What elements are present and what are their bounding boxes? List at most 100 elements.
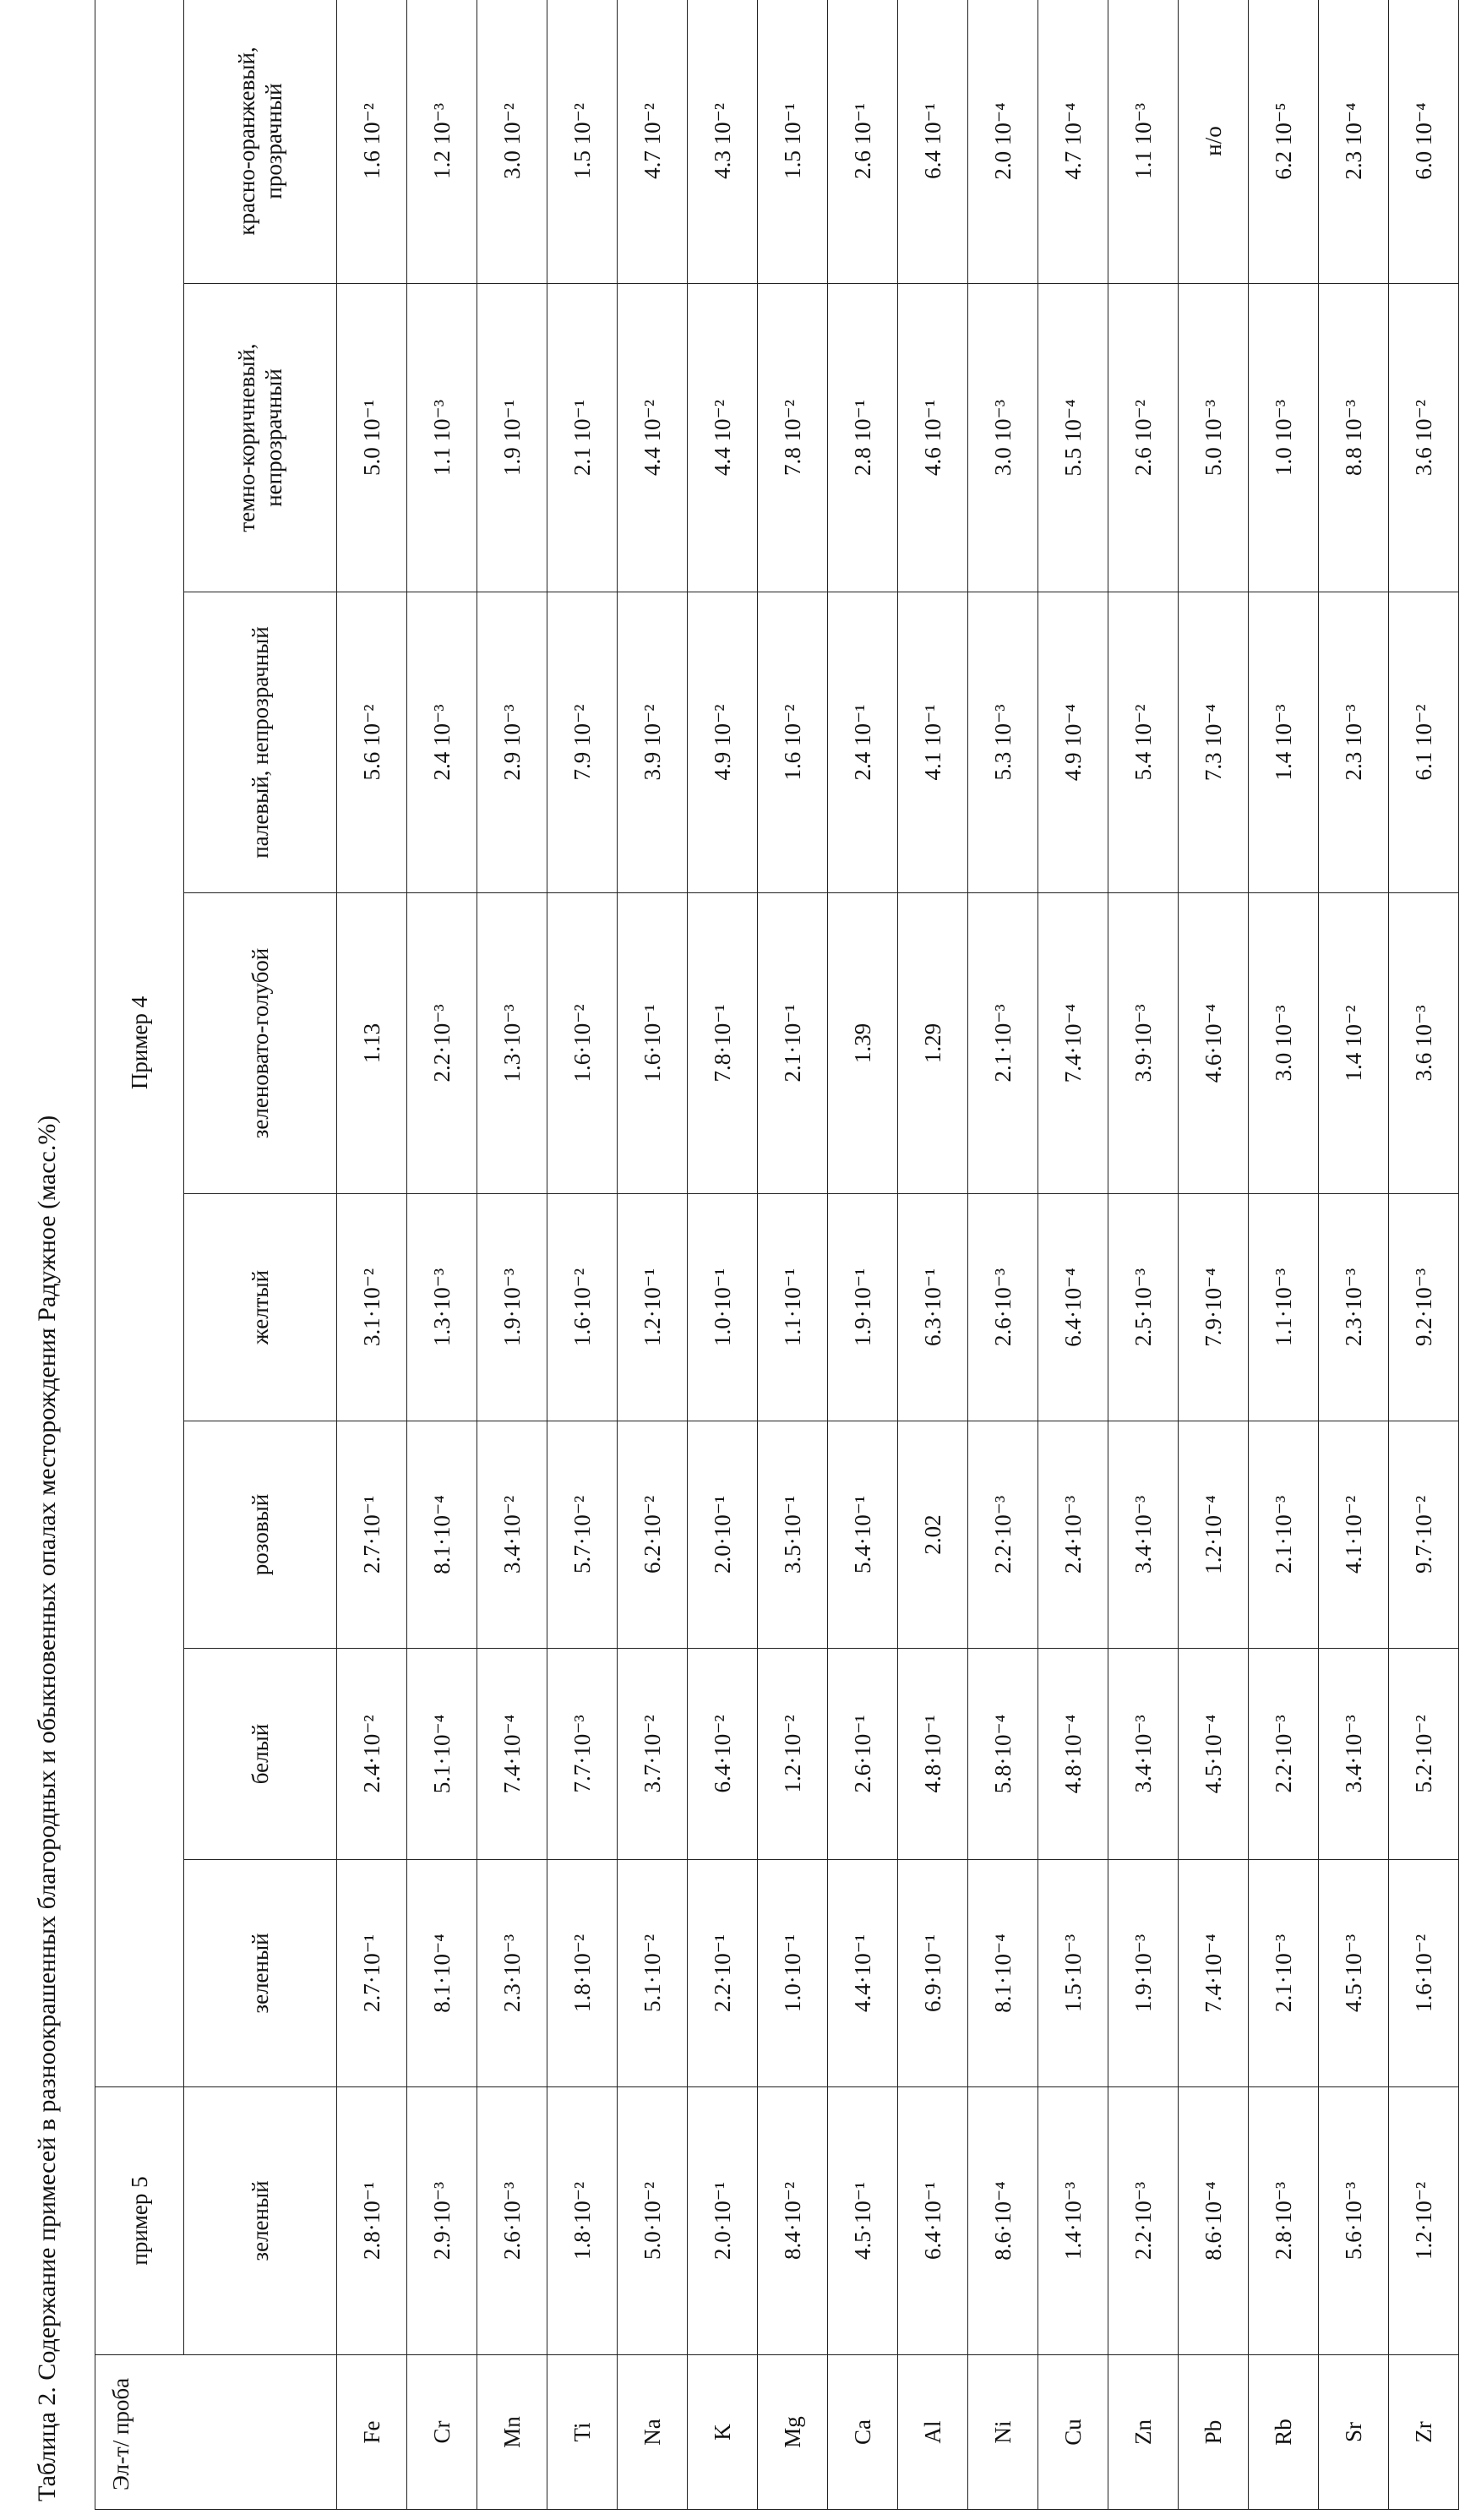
value-cell: 1.2 10⁻³ (407, 0, 477, 284)
value-cell: 5.1·10⁻⁴ (407, 1649, 477, 1860)
value-cell: 2.1·10⁻³ (1249, 1860, 1319, 2087)
value-cell: 3.4·10⁻³ (1319, 1649, 1389, 1860)
value-cell: 4.5·10⁻¹ (828, 2087, 898, 2355)
data-row: K2.0·10⁻¹2.2·10⁻¹6.4·10⁻²2.0·10⁻¹1.0·10⁻… (688, 0, 758, 2510)
value-cell: 2.1 10⁻¹ (547, 284, 618, 592)
column-header: зеленовато-голубой (184, 893, 337, 1194)
value-cell: 2.9·10⁻³ (407, 2087, 477, 2355)
value-cell: 5.8·10⁻⁴ (968, 1649, 1038, 1860)
group-header: Пример 4 (95, 0, 184, 2087)
value-cell: 7.4·10⁻⁴ (1179, 1860, 1249, 2087)
element-cell: Fe (337, 2355, 407, 2510)
value-cell: 4.1 10⁻¹ (898, 592, 968, 893)
value-cell: 2.3·10⁻³ (477, 1860, 547, 2087)
rotated-sheet: Таблица 2. Содержание примесей в разноок… (0, 7, 1462, 2513)
value-cell: 4.1·10⁻² (1319, 1421, 1389, 1649)
value-cell: 2.3·10⁻³ (1319, 1194, 1389, 1421)
value-cell: 1.3·10⁻³ (407, 1194, 477, 1421)
column-header: красно-оранжевый, прозрачный (184, 0, 337, 284)
value-cell: 1.5·10⁻³ (1038, 1860, 1108, 2087)
data-row: Rb2.8·10⁻³2.1·10⁻³2.2·10⁻³2.1·10⁻³1.1·10… (1249, 0, 1319, 2510)
value-cell: 7.9 10⁻² (547, 592, 618, 893)
element-cell: Pb (1179, 2355, 1249, 2510)
value-cell: 1.2·10⁻¹ (618, 1194, 688, 1421)
data-row: Mn2.6·10⁻³2.3·10⁻³7.4·10⁻⁴3.4·10⁻²1.9·10… (477, 0, 547, 2510)
value-cell: 4.4 10⁻² (618, 284, 688, 592)
value-cell: 2.1·10⁻³ (1249, 1421, 1319, 1649)
value-cell: 1.13 (337, 893, 407, 1194)
value-cell: 5.1·10⁻² (618, 1860, 688, 2087)
value-cell: 1.9·10⁻³ (1108, 1860, 1179, 2087)
value-cell: 1.0·10⁻¹ (688, 1194, 758, 1421)
value-cell: 1.9 10⁻¹ (477, 284, 547, 592)
value-cell: 4.7 10⁻⁴ (1038, 0, 1108, 284)
value-cell: 3.4·10⁻³ (1108, 1649, 1179, 1860)
value-cell: 1.5 10⁻¹ (758, 0, 828, 284)
value-cell: 2.0·10⁻¹ (688, 1421, 758, 1649)
value-cell: 9.7·10⁻² (1389, 1421, 1459, 1649)
value-cell: 1.2·10⁻⁴ (1179, 1421, 1249, 1649)
element-cell: Rb (1249, 2355, 1319, 2510)
value-cell: 2.6·10⁻¹ (828, 1649, 898, 1860)
value-cell: 2.6·10⁻³ (477, 2087, 547, 2355)
group-header-row: Эл-т/ пробапример 5Пример 4 (95, 0, 184, 2510)
value-cell: 5.3 10⁻³ (968, 592, 1038, 893)
data-row: Na5.0·10⁻²5.1·10⁻²3.7·10⁻²6.2·10⁻²1.2·10… (618, 0, 688, 2510)
corner-header: Эл-т/ проба (95, 2355, 337, 2510)
value-cell: 4.4 10⁻² (688, 284, 758, 592)
value-cell: 4.6 10⁻¹ (898, 284, 968, 592)
value-cell: 2.4 10⁻¹ (828, 592, 898, 893)
value-cell: 2.5·10⁻³ (1108, 1194, 1179, 1421)
value-cell: 1.6·10⁻² (547, 1194, 618, 1421)
value-cell: 6.4·10⁻² (688, 1649, 758, 1860)
value-cell: 3.9·10⁻³ (1108, 893, 1179, 1194)
value-cell: 3.7·10⁻² (618, 1649, 688, 1860)
value-cell: 7.3 10⁻⁴ (1179, 592, 1249, 893)
data-row: Al6.4·10⁻¹6.9·10⁻¹4.8·10⁻¹2.026.3·10⁻¹1.… (898, 0, 968, 2510)
value-cell: 2.0·10⁻¹ (688, 2087, 758, 2355)
data-row: Cu1.4·10⁻³1.5·10⁻³4.8·10⁻⁴2.4·10⁻³6.4·10… (1038, 0, 1108, 2510)
data-row: Cr2.9·10⁻³8.1·10⁻⁴5.1·10⁻⁴8.1·10⁻⁴1.3·10… (407, 0, 477, 2510)
value-cell: 8.8 10⁻³ (1319, 284, 1389, 592)
value-cell: 2.6 10⁻² (1108, 284, 1179, 592)
value-cell: 2.0 10⁻⁴ (968, 0, 1038, 284)
value-cell: 8.1·10⁻⁴ (407, 1421, 477, 1649)
element-cell: Al (898, 2355, 968, 2510)
element-cell: Ni (968, 2355, 1038, 2510)
value-cell: 1.8·10⁻² (547, 1860, 618, 2087)
value-cell: 2.02 (898, 1421, 968, 1649)
value-cell: 3.6 10⁻² (1389, 284, 1459, 592)
value-cell: 1.1 10⁻³ (407, 284, 477, 592)
value-cell: 5.4·10⁻¹ (828, 1421, 898, 1649)
value-cell: 4.5·10⁻³ (1319, 1860, 1389, 2087)
value-cell: 1.6·10⁻² (547, 893, 618, 1194)
value-cell: 1.39 (828, 893, 898, 1194)
value-cell: 2.2·10⁻¹ (688, 1860, 758, 2087)
value-cell: 1.6 10⁻² (337, 0, 407, 284)
value-cell: 1.1·10⁻¹ (758, 1194, 828, 1421)
value-cell: 7.8 10⁻² (758, 284, 828, 592)
value-cell: 2.8·10⁻³ (1249, 2087, 1319, 2355)
value-cell: 2.8·10⁻¹ (337, 2087, 407, 2355)
value-cell: 8.1·10⁻⁴ (968, 1860, 1038, 2087)
impurity-table: Эл-т/ пробапример 5Пример 4зеленыйзелены… (95, 0, 1459, 2510)
value-cell: 1.6·10⁻¹ (618, 893, 688, 1194)
value-cell: 2.4·10⁻² (337, 1649, 407, 1860)
value-cell: 4.7 10⁻² (618, 0, 688, 284)
value-cell: 3.1·10⁻² (337, 1194, 407, 1421)
value-cell: 1.9·10⁻³ (477, 1194, 547, 1421)
column-header: желтый (184, 1194, 337, 1421)
value-cell: 2.7·10⁻¹ (337, 1421, 407, 1649)
value-cell: 6.4 10⁻¹ (898, 0, 968, 284)
element-cell: Sr (1319, 2355, 1389, 2510)
value-cell: 2.9 10⁻³ (477, 592, 547, 893)
column-header: палевый, непрозрачный (184, 592, 337, 893)
value-cell: 6.1 10⁻² (1389, 592, 1459, 893)
value-cell: 5.0 10⁻¹ (337, 284, 407, 592)
value-cell: 2.8 10⁻¹ (828, 284, 898, 592)
data-row: Ti1.8·10⁻²1.8·10⁻²7.7·10⁻³5.7·10⁻²1.6·10… (547, 0, 618, 2510)
value-cell: 4.4·10⁻¹ (828, 1860, 898, 2087)
value-cell: 2.3 10⁻³ (1319, 592, 1389, 893)
value-cell: 1.4·10⁻³ (1038, 2087, 1108, 2355)
